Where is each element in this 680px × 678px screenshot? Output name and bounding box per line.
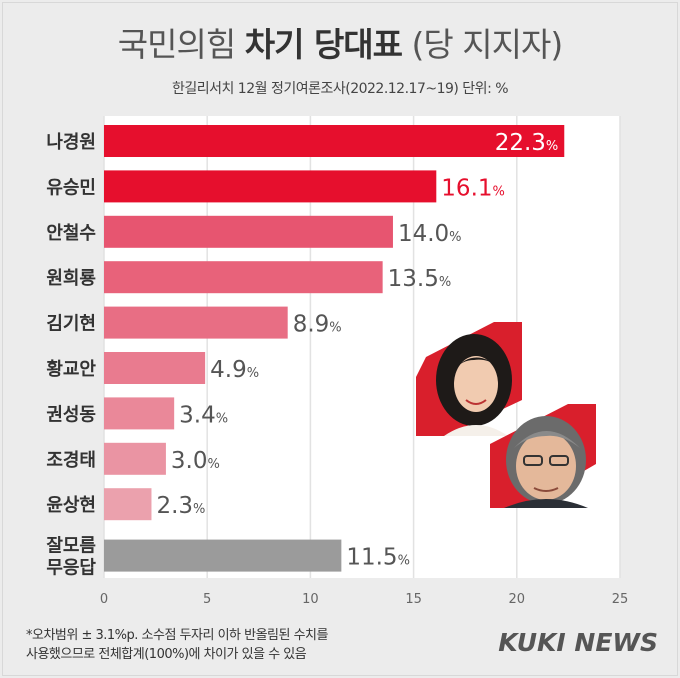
- category-label: 원희룡: [46, 268, 96, 289]
- category-label: 유승민: [46, 177, 96, 198]
- kuki-news-logo: KUKI NEWS: [498, 628, 658, 657]
- chart-title: 국민의힘 차기 당대표 (당 지지자): [0, 18, 680, 66]
- bar: [104, 488, 152, 521]
- value-label: 3.4%: [179, 402, 228, 428]
- bar: [104, 352, 206, 384]
- bar-chart: 0 5 10 15 20 25 나경원 22.3% 유승민 16.1% 안철수 14.0% 원희룡 13.…: [46, 116, 629, 607]
- bar: [104, 170, 437, 203]
- category-label: 안철수: [46, 223, 96, 244]
- bar: [104, 442, 166, 475]
- x-tick-label: 20: [509, 592, 526, 607]
- title-prefix: 국민의힘: [117, 25, 236, 64]
- title-suffix: (당 지지자): [411, 25, 564, 64]
- bar: [104, 539, 342, 572]
- x-tick-label: 25: [612, 592, 629, 607]
- value-label: 8.9%: [293, 312, 342, 338]
- category-label: 윤상현: [46, 495, 96, 516]
- value-label: 16.1%: [441, 175, 505, 201]
- person-photo-2: [490, 404, 596, 508]
- chart-subtitle: 한길리서치 12월 정기여론조사(2022.12.17~19) 단위: %: [171, 81, 509, 97]
- category-label: 잘모름: [46, 536, 96, 557]
- bar: [104, 261, 383, 294]
- value-label: 13.5%: [388, 266, 452, 292]
- value-label: 3.0%: [171, 448, 220, 474]
- bar: [104, 397, 175, 430]
- bar: [104, 125, 565, 157]
- footnote: *오차범위 ± 3.1%p. 소수점 두자리 이하 반올림된 수치를 사용했으므…: [26, 628, 328, 662]
- x-tick-label: 15: [405, 592, 422, 607]
- category-label: 황교안: [46, 359, 96, 380]
- bar: [104, 215, 393, 248]
- category-label: 무응답: [46, 558, 96, 579]
- value-label: 2.3%: [156, 493, 205, 519]
- person-photo-1: [416, 322, 522, 436]
- value-label: 22.3%: [495, 130, 559, 156]
- x-tick-label: 0: [100, 592, 108, 607]
- category-label: 조경태: [46, 450, 96, 471]
- category-label: 나경원: [46, 132, 96, 153]
- x-tick-label: 5: [203, 592, 211, 607]
- category-label: 권성동: [46, 404, 96, 425]
- x-tick-label: 10: [302, 592, 319, 607]
- value-label: 14.0%: [398, 221, 462, 247]
- value-label: 11.5%: [346, 545, 410, 571]
- value-label: 4.9%: [210, 357, 259, 383]
- category-label: 김기현: [46, 314, 96, 335]
- bar: [104, 306, 288, 339]
- title-bold: 차기 당대표: [244, 25, 403, 64]
